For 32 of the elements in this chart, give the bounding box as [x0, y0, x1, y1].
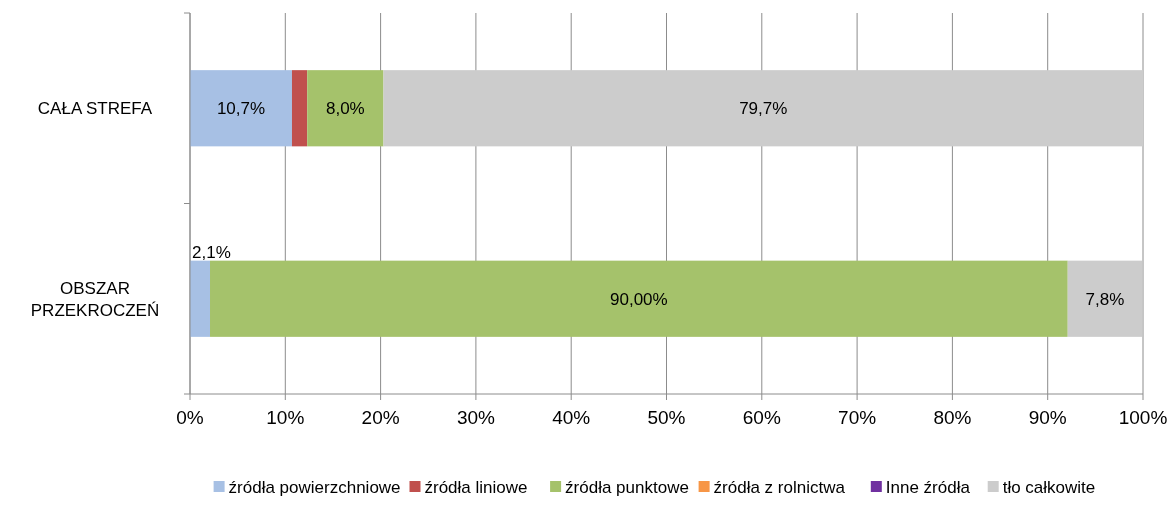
x-tick-label: 20% — [361, 407, 400, 428]
data-label: 10,7% — [216, 99, 266, 119]
data-label: 2,1% — [192, 242, 231, 262]
x-tick-label: 70% — [838, 407, 877, 428]
bar — [291, 70, 308, 147]
x-tick-label: 10% — [266, 407, 305, 428]
legend-label: źródła powierzchniowe — [228, 477, 401, 497]
bar — [210, 260, 1068, 337]
x-tick-label: 90% — [1028, 407, 1067, 428]
x-tick-label: 100% — [1118, 407, 1168, 428]
bar — [190, 260, 211, 337]
x-tick-label: 80% — [933, 407, 972, 428]
x-tick-label: 60% — [742, 407, 781, 428]
x-tick-label: 30% — [456, 407, 496, 428]
x-tick-label: 40% — [552, 407, 591, 428]
data-label: 8,0% — [325, 99, 365, 119]
legend-label: źródła punktowe — [565, 477, 689, 497]
x-tick-label: 50% — [647, 407, 686, 428]
bar — [307, 70, 384, 147]
bar — [383, 70, 1143, 147]
data-label: 7,8% — [1085, 289, 1125, 309]
legend-label: Inne źródła — [885, 477, 971, 497]
legend-label: tło całkowite — [1002, 477, 1096, 497]
data-label: 79,7% — [739, 99, 788, 119]
legend-label: źródła z rolnictwa — [713, 477, 846, 497]
bar — [190, 70, 292, 147]
data-label: 90,00% — [610, 289, 668, 309]
bar — [1067, 260, 1143, 337]
y-tick-label: CAŁA STREFA — [37, 99, 153, 119]
y-tick-label: OBSZAR PRZEKROCZEŃ — [30, 278, 160, 320]
x-tick-label: 0% — [176, 407, 204, 428]
legend-label: źródła liniowe — [424, 477, 528, 497]
